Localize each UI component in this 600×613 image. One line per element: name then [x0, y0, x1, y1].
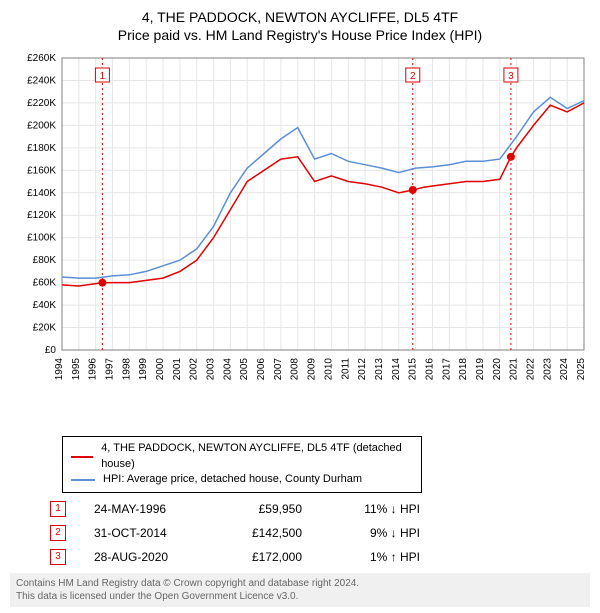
chart-container: 4, THE PADDOCK, NEWTON AYCLIFFE, DL5 4TF…	[0, 0, 600, 613]
svg-text:2000: 2000	[155, 358, 166, 381]
svg-text:£80K: £80K	[33, 256, 57, 267]
title-subtitle: Price paid vs. HM Land Registry's House …	[10, 26, 590, 44]
sale-row: 3 28-AUG-2020 £172,000 1% ↑ HPI	[50, 545, 590, 569]
svg-text:2015: 2015	[408, 358, 419, 381]
sale-date: 31-OCT-2014	[94, 526, 204, 540]
svg-text:1997: 1997	[105, 358, 116, 381]
legend-item: 4, THE PADDOCK, NEWTON AYCLIFFE, DL5 4TF…	[71, 441, 413, 472]
svg-text:2001: 2001	[172, 358, 183, 381]
svg-text:1996: 1996	[88, 358, 99, 381]
svg-text:£180K: £180K	[27, 143, 56, 154]
legend-swatch	[71, 479, 95, 481]
svg-text:2021: 2021	[509, 358, 520, 381]
sale-row: 1 24-MAY-1996 £59,950 11% ↓ HPI	[50, 497, 590, 521]
svg-text:£20K: £20K	[33, 323, 57, 334]
sale-marker: 2	[50, 525, 66, 541]
sale-price: £142,500	[232, 526, 302, 540]
svg-text:2: 2	[410, 71, 416, 82]
title-block: 4, THE PADDOCK, NEWTON AYCLIFFE, DL5 4TF…	[10, 8, 590, 44]
legend-label: 4, THE PADDOCK, NEWTON AYCLIFFE, DL5 4TF…	[101, 441, 413, 472]
svg-text:1: 1	[100, 71, 106, 82]
sales-table: 1 24-MAY-1996 £59,950 11% ↓ HPI 2 31-OCT-2014…	[50, 497, 590, 569]
svg-text:2004: 2004	[222, 358, 233, 381]
svg-text:£100K: £100K	[27, 233, 56, 244]
svg-text:2013: 2013	[374, 358, 385, 381]
svg-text:1995: 1995	[71, 358, 82, 381]
svg-text:£260K: £260K	[27, 53, 56, 64]
sale-delta: 1% ↑ HPI	[330, 550, 420, 564]
svg-text:2014: 2014	[391, 358, 402, 381]
svg-text:2009: 2009	[307, 358, 318, 381]
svg-text:2011: 2011	[340, 358, 351, 380]
footer-line2: This data is licensed under the Open Gov…	[16, 590, 584, 603]
legend-label: HPI: Average price, detached house, Coun…	[103, 472, 362, 487]
svg-text:2012: 2012	[357, 358, 368, 381]
chart-area: £0 £20K £40K £60K £80K £100K £120K £140K £160K £1…	[10, 50, 590, 430]
svg-text:3: 3	[508, 71, 514, 82]
sale-delta: 11% ↓ HPI	[330, 502, 420, 516]
svg-text:£40K: £40K	[33, 300, 57, 311]
svg-text:1998: 1998	[121, 358, 132, 381]
svg-text:2002: 2002	[189, 358, 200, 381]
svg-text:2006: 2006	[256, 358, 267, 381]
svg-text:2017: 2017	[441, 358, 452, 381]
svg-text:2010: 2010	[323, 358, 334, 381]
sale-price: £59,950	[232, 502, 302, 516]
svg-text:2005: 2005	[239, 358, 250, 381]
svg-text:2018: 2018	[458, 358, 469, 381]
svg-text:£140K: £140K	[27, 188, 56, 199]
legend-item: HPI: Average price, detached house, Coun…	[71, 472, 413, 487]
sale-date: 24-MAY-1996	[94, 502, 204, 516]
svg-text:2020: 2020	[492, 358, 503, 381]
svg-text:1999: 1999	[138, 358, 149, 381]
svg-text:£0: £0	[45, 345, 57, 356]
legend-swatch	[71, 456, 93, 458]
svg-text:2007: 2007	[273, 358, 284, 381]
svg-text:£60K: £60K	[33, 278, 57, 289]
svg-text:2008: 2008	[290, 358, 301, 381]
svg-text:£160K: £160K	[27, 166, 56, 177]
svg-text:2019: 2019	[475, 358, 486, 381]
legend: 4, THE PADDOCK, NEWTON AYCLIFFE, DL5 4TF…	[62, 436, 422, 492]
sale-marker: 1	[50, 501, 66, 517]
svg-text:2003: 2003	[206, 358, 217, 381]
svg-text:2016: 2016	[424, 358, 435, 381]
svg-text:2023: 2023	[542, 358, 553, 381]
sale-marker: 3	[50, 549, 66, 565]
line-chart-svg: £0 £20K £40K £60K £80K £100K £120K £140K £160K £1…	[10, 50, 590, 430]
footer-line1: Contains HM Land Registry data © Crown c…	[16, 577, 584, 590]
svg-text:£220K: £220K	[27, 98, 56, 109]
sale-row: 2 31-OCT-2014 £142,500 9% ↓ HPI	[50, 521, 590, 545]
sale-price: £172,000	[232, 550, 302, 564]
svg-text:1994: 1994	[54, 358, 65, 381]
svg-text:2025: 2025	[576, 358, 587, 381]
sale-delta: 9% ↓ HPI	[330, 526, 420, 540]
svg-text:2024: 2024	[559, 358, 570, 381]
svg-text:£200K: £200K	[27, 121, 56, 132]
svg-text:£120K: £120K	[27, 211, 56, 222]
svg-text:2022: 2022	[525, 358, 536, 381]
sale-date: 28-AUG-2020	[94, 550, 204, 564]
title-address: 4, THE PADDOCK, NEWTON AYCLIFFE, DL5 4TF	[10, 8, 590, 26]
svg-text:£240K: £240K	[27, 76, 56, 87]
